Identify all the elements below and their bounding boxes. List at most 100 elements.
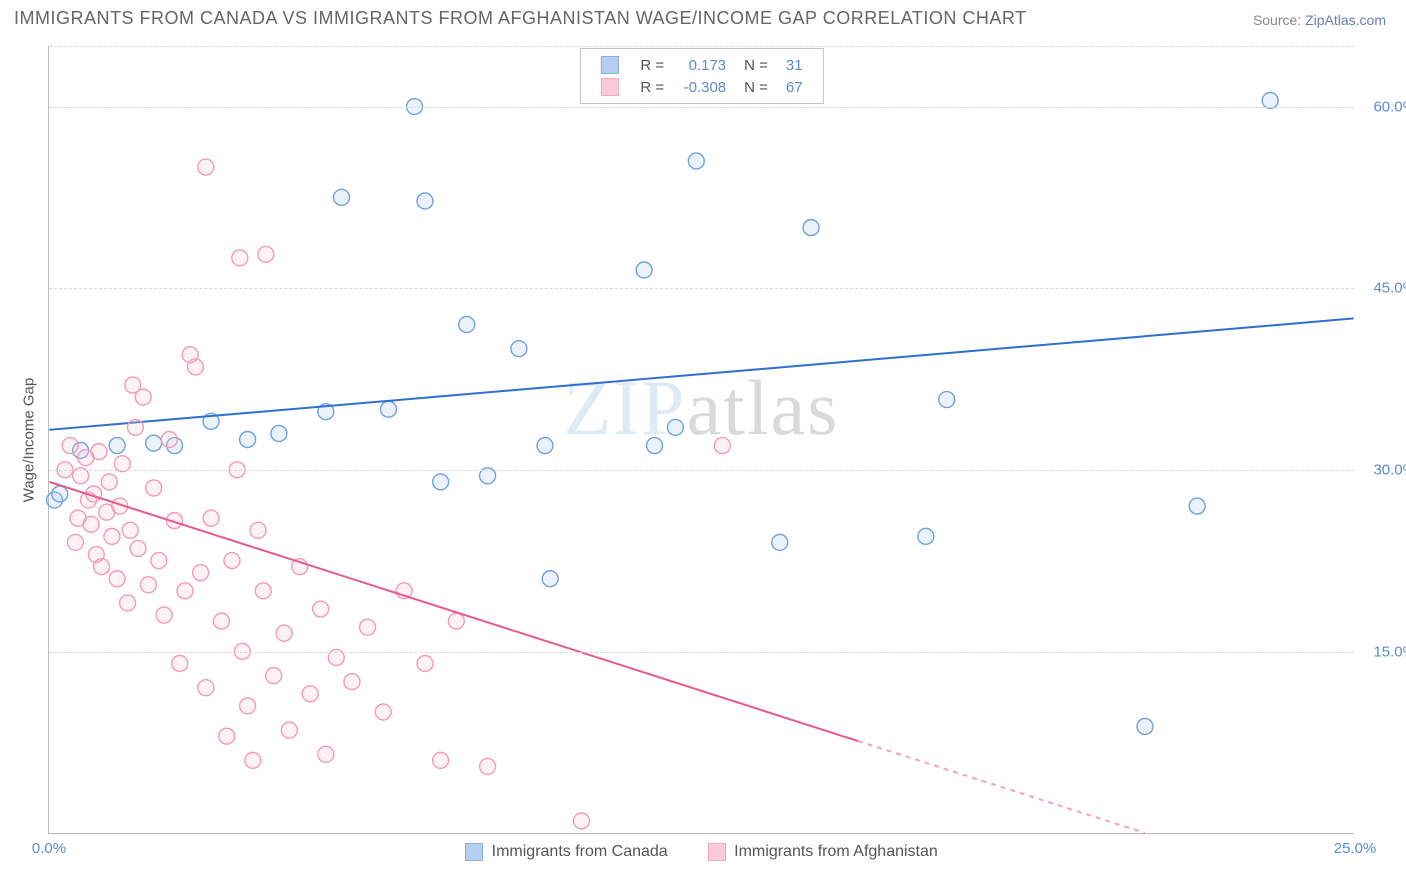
afghanistan-point <box>433 752 449 768</box>
afghanistan-point <box>214 613 230 629</box>
canada-point <box>939 392 955 408</box>
x-tick-label: 0.0% <box>32 840 66 857</box>
afghanistan-point <box>240 698 256 714</box>
canada-point <box>1189 498 1205 514</box>
afghanistan-point <box>318 746 334 762</box>
y-tick-label: 60.0% <box>1373 98 1406 115</box>
y-tick-label: 30.0% <box>1373 462 1406 479</box>
afghanistan-point <box>198 159 214 175</box>
canada-point <box>636 262 652 278</box>
canada-trendline <box>49 318 1353 429</box>
afghanistan-point <box>101 474 117 490</box>
afghanistan-point <box>130 540 146 556</box>
afghanistan-point <box>266 668 282 684</box>
afghanistan-point <box>281 722 297 738</box>
source-label: Source: <box>1253 12 1301 28</box>
gridline <box>49 107 1354 108</box>
afghanistan-point <box>232 250 248 266</box>
series-legend: Immigrants from Canada Immigrants from A… <box>49 843 1354 861</box>
canada-point <box>459 316 475 332</box>
afghanistan-point <box>258 246 274 262</box>
y-tick-label: 45.0% <box>1373 280 1406 297</box>
afghanistan-point <box>140 577 156 593</box>
canada-point <box>688 153 704 169</box>
legend-item-afghanistan: Immigrants from Afghanistan <box>708 843 938 861</box>
afghanistan-point <box>120 595 136 611</box>
afghanistan-point <box>375 704 391 720</box>
canada-point <box>380 401 396 417</box>
chart-svg <box>49 46 1354 833</box>
gridline <box>49 652 1354 653</box>
afghanistan-point <box>203 510 219 526</box>
gridline <box>49 46 1354 47</box>
afghanistan-swatch-bottom <box>708 843 726 861</box>
afghanistan-point <box>151 553 167 569</box>
canada-point <box>542 571 558 587</box>
legend-item-canada: Immigrants from Canada <box>465 843 668 861</box>
canada-point <box>511 341 527 357</box>
canada-point <box>271 425 287 441</box>
gridline <box>49 470 1354 471</box>
canada-legend-label: Immigrants from Canada <box>492 843 668 860</box>
canada-point <box>667 419 683 435</box>
afghanistan-point <box>109 571 125 587</box>
chart-title: IMMIGRANTS FROM CANADA VS IMMIGRANTS FRO… <box>14 8 1027 29</box>
afghanistan-point <box>480 758 496 774</box>
afghanistan-point <box>448 613 464 629</box>
canada-point <box>537 438 553 454</box>
afghanistan-point <box>172 656 188 672</box>
afghanistan-point <box>255 583 271 599</box>
afghanistan-point <box>91 444 107 460</box>
afghanistan-point <box>104 528 120 544</box>
afghanistan-point <box>83 516 99 532</box>
afghanistan-point <box>198 680 214 696</box>
afghanistan-point <box>177 583 193 599</box>
afghanistan-point <box>219 728 235 744</box>
afghanistan-point <box>182 347 198 363</box>
canada-point <box>803 220 819 236</box>
chart-container: IMMIGRANTS FROM CANADA VS IMMIGRANTS FRO… <box>0 0 1406 892</box>
source-link[interactable]: ZipAtlas.com <box>1305 12 1386 28</box>
afghanistan-point <box>245 752 261 768</box>
canada-point <box>918 528 934 544</box>
afghanistan-point <box>122 522 138 538</box>
afghanistan-point <box>67 534 83 550</box>
afghanistan-point <box>127 419 143 435</box>
afghanistan-point <box>302 686 318 702</box>
afghanistan-point <box>313 601 329 617</box>
afghanistan-point <box>714 438 730 454</box>
afghanistan-trendline-extrapolated <box>858 741 1145 833</box>
gridline <box>49 288 1354 289</box>
afghanistan-point <box>276 625 292 641</box>
canada-point <box>240 432 256 448</box>
afghanistan-point <box>114 456 130 472</box>
afghanistan-point <box>193 565 209 581</box>
afghanistan-point <box>344 674 360 690</box>
canada-point <box>417 193 433 209</box>
afghanistan-point <box>417 656 433 672</box>
y-tick-label: 15.0% <box>1373 644 1406 661</box>
afghanistan-point <box>224 553 240 569</box>
canada-point <box>334 189 350 205</box>
plot-area: Wage/Income Gap ZIPatlas R =0.173N =31R … <box>48 46 1354 834</box>
afghanistan-legend-label: Immigrants from Afghanistan <box>734 843 938 860</box>
canada-point <box>146 435 162 451</box>
afghanistan-point <box>250 522 266 538</box>
x-tick-label: 25.0% <box>1334 840 1377 857</box>
afghanistan-point <box>135 389 151 405</box>
canada-point <box>772 534 788 550</box>
afghanistan-point <box>574 813 590 829</box>
afghanistan-point <box>360 619 376 635</box>
canada-point <box>52 486 68 502</box>
canada-swatch-bottom <box>465 843 483 861</box>
canada-point <box>647 438 663 454</box>
canada-point <box>109 438 125 454</box>
y-axis-label: Wage/Income Gap <box>21 377 38 502</box>
afghanistan-point <box>94 559 110 575</box>
canada-point <box>433 474 449 490</box>
afghanistan-point <box>161 432 177 448</box>
source-attribution: Source: ZipAtlas.com <box>1253 12 1386 28</box>
afghanistan-point <box>146 480 162 496</box>
canada-point <box>1137 718 1153 734</box>
afghanistan-point <box>62 438 78 454</box>
